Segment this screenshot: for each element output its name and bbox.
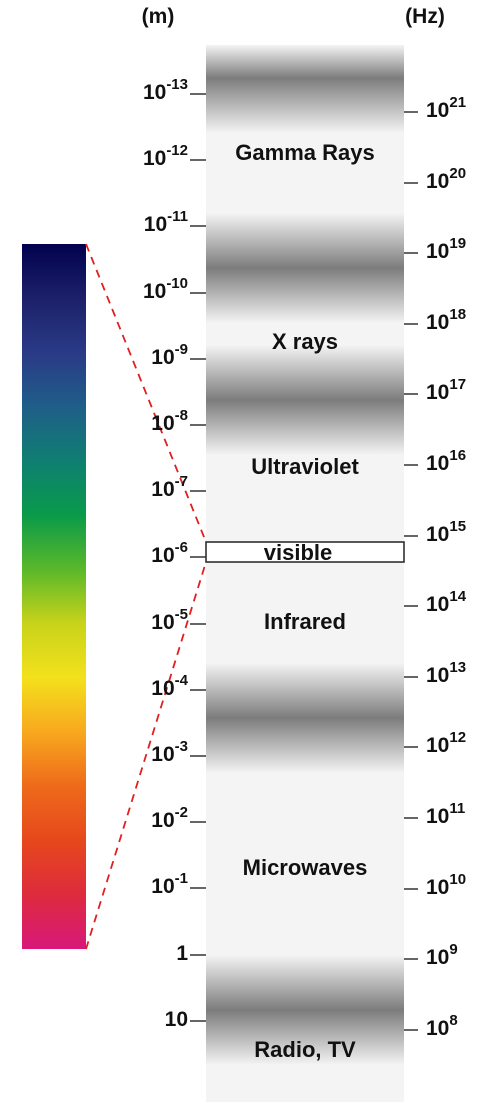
wavelength-tick-label: 10-8 [151, 407, 188, 435]
wavelength-tick-label: 1 [176, 942, 188, 965]
wavelength-tick-label: 10-7 [151, 473, 188, 501]
wavelength-unit-label: (m) [142, 5, 175, 28]
frequency-tick-label: 1018 [426, 306, 466, 334]
wavelength-tick-label: 10-12 [143, 142, 188, 170]
visible-spectrum-bar [22, 244, 86, 949]
band-label-microwaves: Microwaves [243, 855, 368, 880]
wavelength-tick-label: 10-6 [151, 539, 188, 567]
frequency-tick-label: 1017 [426, 376, 466, 404]
visible-connector-bottom [85, 561, 207, 950]
wavelength-tick-label: 10-2 [151, 804, 188, 832]
band-label-radio-tv: Radio, TV [254, 1037, 356, 1062]
band-label-x-rays: X rays [272, 329, 338, 354]
band-label-ultraviolet: Ultraviolet [251, 454, 359, 479]
frequency-tick-label: 1012 [426, 729, 466, 757]
wavelength-tick-label: 10-13 [143, 76, 188, 104]
wavelength-tick-label: 10-4 [151, 672, 188, 700]
frequency-tick-label: 1021 [426, 94, 466, 122]
band-label-gamma-rays: Gamma Rays [235, 140, 374, 165]
frequency-ticks: 1021 1020 1019 1018 1017 1016 1015 1014 1013 1012… [404, 94, 467, 1040]
visible-window [205, 541, 405, 563]
wavelength-ticks: 10-1310-1210-1110-1010-910-810-710-610-5… [143, 76, 206, 1031]
band-label-visible: visible [264, 540, 332, 565]
frequency-tick-label: 1014 [426, 588, 467, 616]
frequency-tick-label: 1015 [426, 518, 466, 546]
wavelength-tick-label: 10-5 [151, 606, 188, 634]
wavelength-tick-label: 10-11 [144, 208, 188, 236]
frequency-tick-label: 1010 [426, 871, 466, 899]
frequency-tick-label: 109 [426, 941, 458, 969]
band-label-infrared: Infrared [264, 609, 346, 634]
wavelength-tick-label: 10 [165, 1008, 188, 1031]
frequency-tick-label: 1020 [426, 165, 466, 193]
spectrum-band [206, 45, 404, 1102]
wavelength-tick-label: 10-3 [151, 738, 188, 766]
frequency-tick-label: 108 [426, 1012, 458, 1040]
wavelength-tick-label: 10-9 [151, 341, 188, 369]
frequency-tick-label: 1019 [426, 235, 466, 263]
visible-connector-top [85, 243, 207, 543]
frequency-unit-label: (Hz) [405, 5, 445, 28]
frequency-tick-label: 1013 [426, 659, 466, 687]
frequency-tick-label: 1016 [426, 447, 466, 475]
band-labels: Gamma Rays X rays Ultraviolet visible In… [235, 140, 374, 1062]
wavelength-tick-label: 10-1 [151, 870, 188, 898]
wavelength-tick-label: 10-10 [143, 275, 188, 303]
frequency-tick-label: 1011 [426, 800, 465, 828]
